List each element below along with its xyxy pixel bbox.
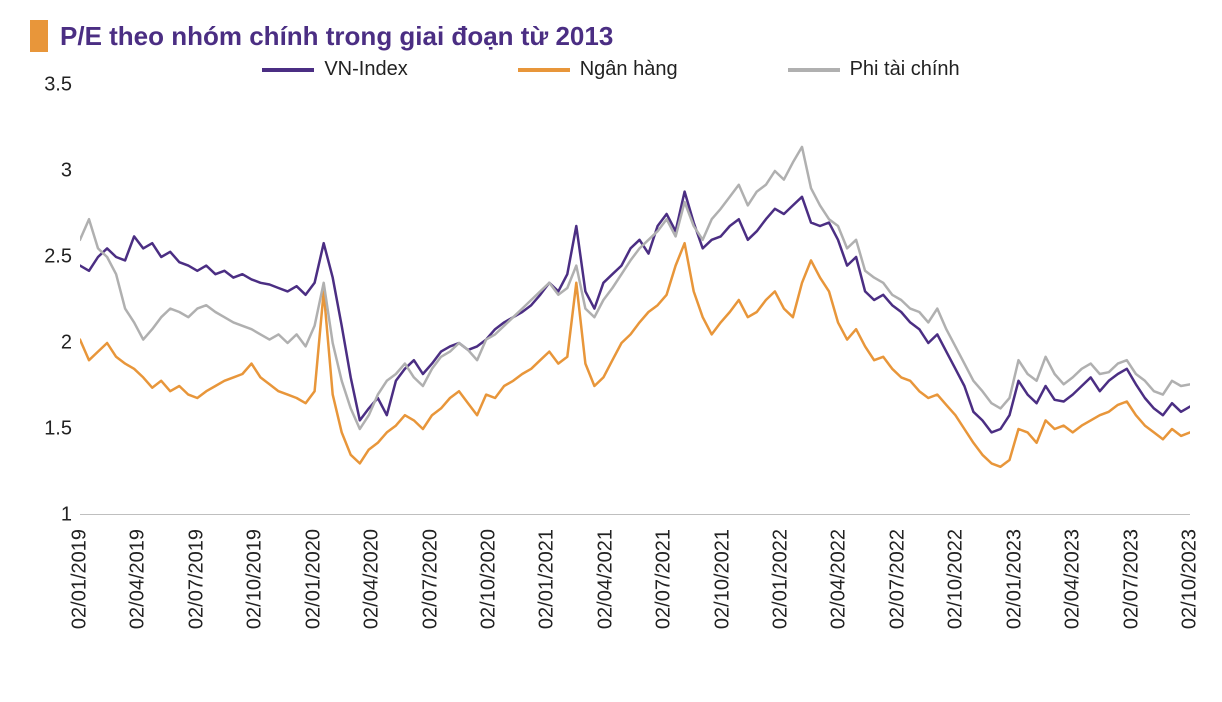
plot-area: 11.522.533.502/01/201902/04/201902/07/20…	[80, 85, 1190, 515]
x-tick-label: 02/07/2020	[419, 529, 442, 629]
x-tick-label: 02/10/2022	[945, 529, 968, 629]
x-tick-label: 02/10/2023	[1179, 529, 1202, 629]
x-tick-label: 02/10/2021	[711, 529, 734, 629]
x-tick-label: 02/07/2021	[653, 529, 676, 629]
y-tick-label: 3	[61, 160, 72, 183]
x-tick-label: 02/01/2019	[69, 529, 92, 629]
x-tick-label: 02/04/2020	[361, 529, 384, 629]
legend-label: VN-Index	[324, 58, 407, 81]
y-tick-label: 1.5	[44, 418, 72, 441]
x-tick-label: 02/04/2021	[594, 529, 617, 629]
legend: VN-Index Ngân hàng Phi tài chính	[30, 58, 1192, 81]
title-swatch	[30, 20, 48, 52]
x-tick-label: 02/07/2019	[185, 529, 208, 629]
x-tick-label: 02/07/2023	[1120, 529, 1143, 629]
x-tick-label: 02/07/2022	[886, 529, 909, 629]
title-row: P/E theo nhóm chính trong giai đoạn từ 2…	[30, 20, 1192, 52]
legend-item-vnindex: VN-Index	[262, 58, 407, 81]
legend-line-icon	[262, 68, 314, 72]
x-tick-label: 02/01/2022	[770, 529, 793, 629]
x-tick-label: 02/04/2022	[828, 529, 851, 629]
x-tick-label: 02/04/2019	[127, 529, 150, 629]
line-chart-svg	[80, 85, 1190, 515]
y-tick-label: 3.5	[44, 74, 72, 97]
chart-title: P/E theo nhóm chính trong giai đoạn từ 2…	[60, 21, 613, 52]
legend-item-nganhang: Ngân hàng	[518, 58, 678, 81]
legend-label: Phi tài chính	[850, 58, 960, 81]
x-tick-label: 02/01/2020	[302, 529, 325, 629]
x-tick-label: 02/10/2020	[477, 529, 500, 629]
x-tick-label: 02/01/2021	[536, 529, 559, 629]
y-tick-label: 2	[61, 332, 72, 355]
x-tick-label: 02/01/2023	[1003, 529, 1026, 629]
legend-line-icon	[518, 68, 570, 72]
series-vn-index	[80, 192, 1190, 433]
legend-label: Ngân hàng	[580, 58, 678, 81]
x-tick-label: 02/10/2019	[244, 529, 267, 629]
legend-item-phitaichinh: Phi tài chính	[788, 58, 960, 81]
chart-container: P/E theo nhóm chính trong giai đoạn từ 2…	[0, 0, 1222, 702]
x-tick-label: 02/04/2023	[1062, 529, 1085, 629]
legend-line-icon	[788, 68, 840, 72]
y-tick-label: 2.5	[44, 246, 72, 269]
y-tick-label: 1	[61, 504, 72, 527]
